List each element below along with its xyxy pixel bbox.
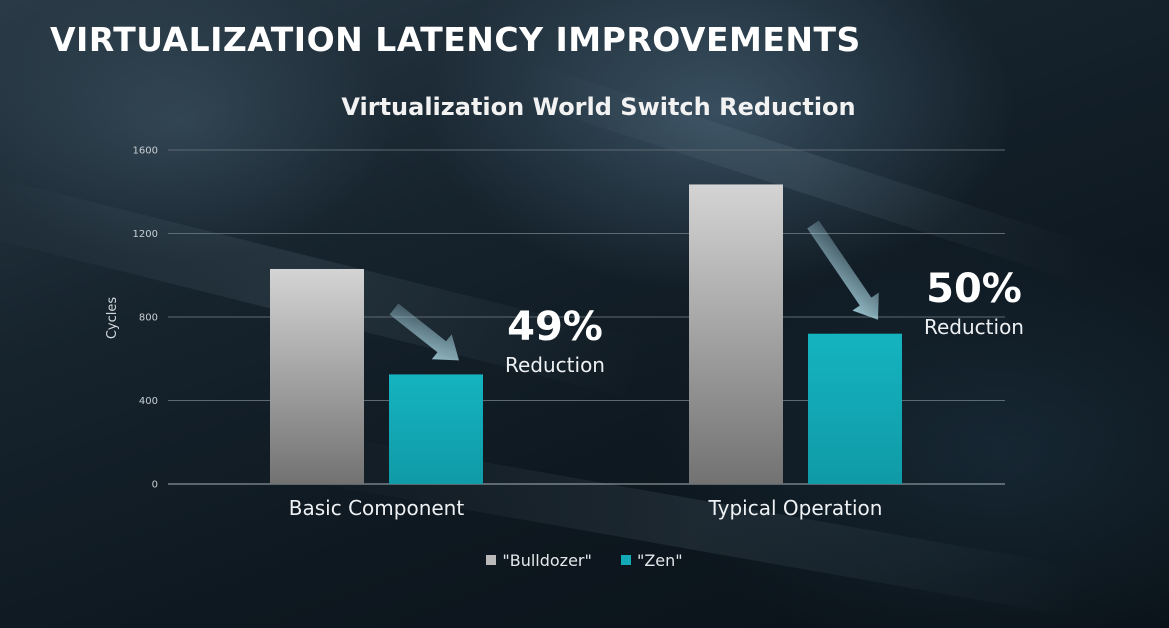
bar-bulldozer-0 <box>270 268 364 484</box>
bar-bulldozer-1 <box>689 184 783 484</box>
bars <box>270 184 902 484</box>
reduction-text-0: Reduction <box>505 353 605 377</box>
chart-title: Virtualization World Switch Reduction <box>0 93 1169 121</box>
bar-zen-1 <box>808 333 902 484</box>
reduction-arrow-0 <box>389 303 460 361</box>
reduction-text-1: Reduction <box>924 315 1024 339</box>
legend-swatch-zen <box>620 555 631 565</box>
chart-title-text: Virtualization World Switch Reduction <box>341 93 856 121</box>
category-label-0: Basic Component <box>289 496 465 520</box>
legend-label-zen: "Zen" <box>636 550 683 570</box>
reduction-percent-0: 49% <box>507 304 603 350</box>
bar-zen-0 <box>389 374 483 484</box>
legend: "Bulldozer" "Zen" <box>0 550 1169 570</box>
y-axis-title: Cycles <box>105 297 120 340</box>
y-tick-label-400: 400 <box>139 396 158 407</box>
legend-label-bulldozer: "Bulldozer" <box>502 550 592 570</box>
reduction-percent-1: 50% <box>926 266 1022 312</box>
y-tick-label-1200: 1200 <box>133 229 158 240</box>
legend-item-zen: "Zen" <box>620 550 683 570</box>
y-tick-label-800: 800 <box>139 313 158 324</box>
legend-swatch-bulldozer <box>486 555 497 565</box>
reduction-arrow-1 <box>807 220 879 320</box>
legend-item-bulldozer: "Bulldozer" <box>486 551 592 570</box>
y-tick-label-0: 0 <box>152 480 158 491</box>
y-tick-label-1600: 1600 <box>133 146 158 157</box>
labels: 0 400 800 1200 1600 Cycles Basic Component 49% R… <box>105 146 1024 521</box>
slide-title: VIRTUALIZATION LATENCY IMPROVEMENTS <box>50 20 861 59</box>
category-label-1: Typical Operation <box>708 496 883 520</box>
